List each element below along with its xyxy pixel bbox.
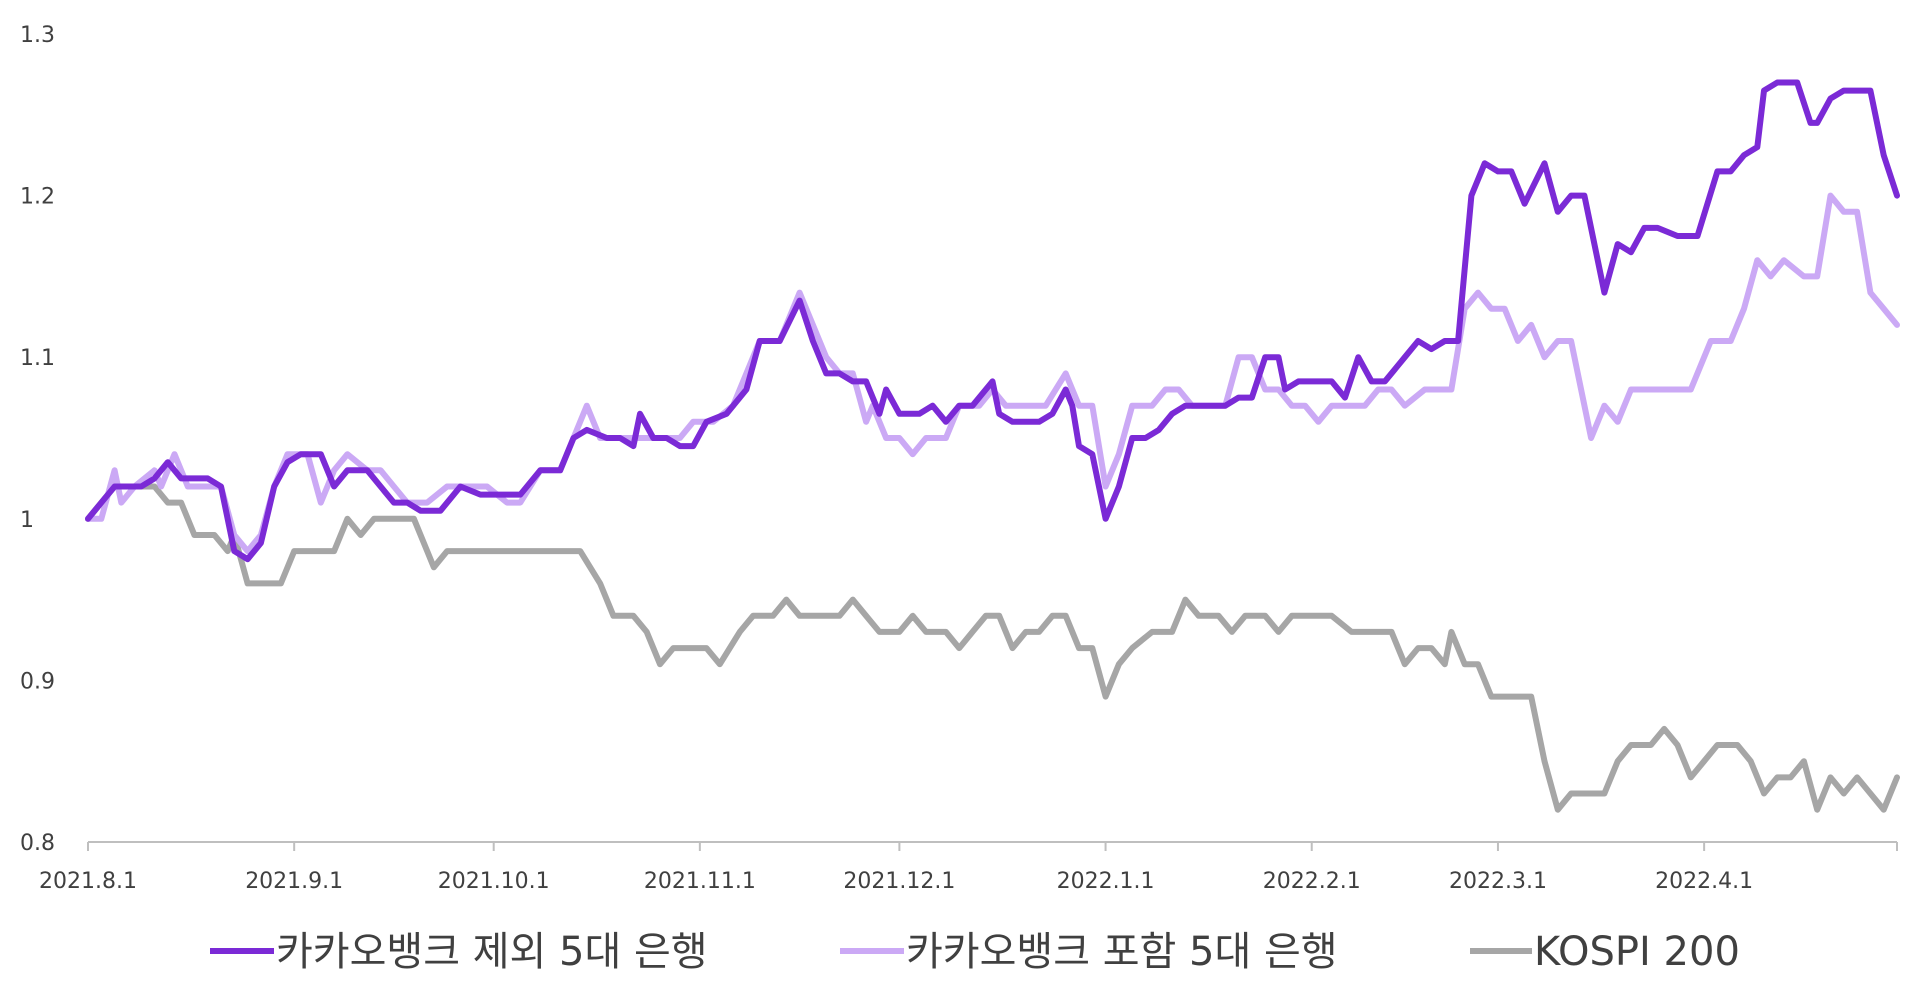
y-tick-label: 0.9	[20, 669, 55, 694]
x-tick-label: 2021.10.1	[438, 869, 550, 894]
x-tick-label: 2021.9.1	[245, 869, 343, 894]
y-tick-label: 0.8	[20, 831, 55, 856]
x-tick-label: 2021.12.1	[843, 869, 955, 894]
series-lines	[85, 79, 1900, 813]
series-line-2	[85, 483, 1900, 813]
legend-label-1: 카카오뱅크 포함 5대 은행	[906, 929, 1338, 975]
y-tick-label: 1.3	[20, 23, 55, 48]
y-axis-tick-labels: 0.8 0.9 1 1.1 1.2 1.3	[20, 23, 55, 856]
x-tick-label: 2022.2.1	[1263, 869, 1361, 894]
x-tick-label: 2022.3.1	[1449, 869, 1547, 894]
y-tick-label: 1	[20, 508, 34, 533]
y-tick-label: 1.1	[20, 346, 55, 371]
x-tick-label: 2022.1.1	[1057, 869, 1155, 894]
series-line-0	[85, 79, 1900, 563]
x-tick-label: 2022.4.1	[1655, 869, 1753, 894]
x-tick-label: 2021.11.1	[644, 869, 756, 894]
legend-label-2: KOSPI 200	[1534, 929, 1740, 975]
legend-label-0: 카카오뱅크 제외 5대 은행	[276, 929, 708, 975]
x-axis-ticks: 2021.8.1 2021.9.1 2021.10.1 2021.11.1 2021.1…	[39, 842, 1898, 894]
y-tick-label: 1.2	[20, 185, 55, 210]
x-tick-label: 2021.8.1	[39, 869, 137, 894]
legend: 카카오뱅크 제외 5대 은행 카카오뱅크 포함 5대 은행 KOSPI 200	[210, 929, 1740, 975]
